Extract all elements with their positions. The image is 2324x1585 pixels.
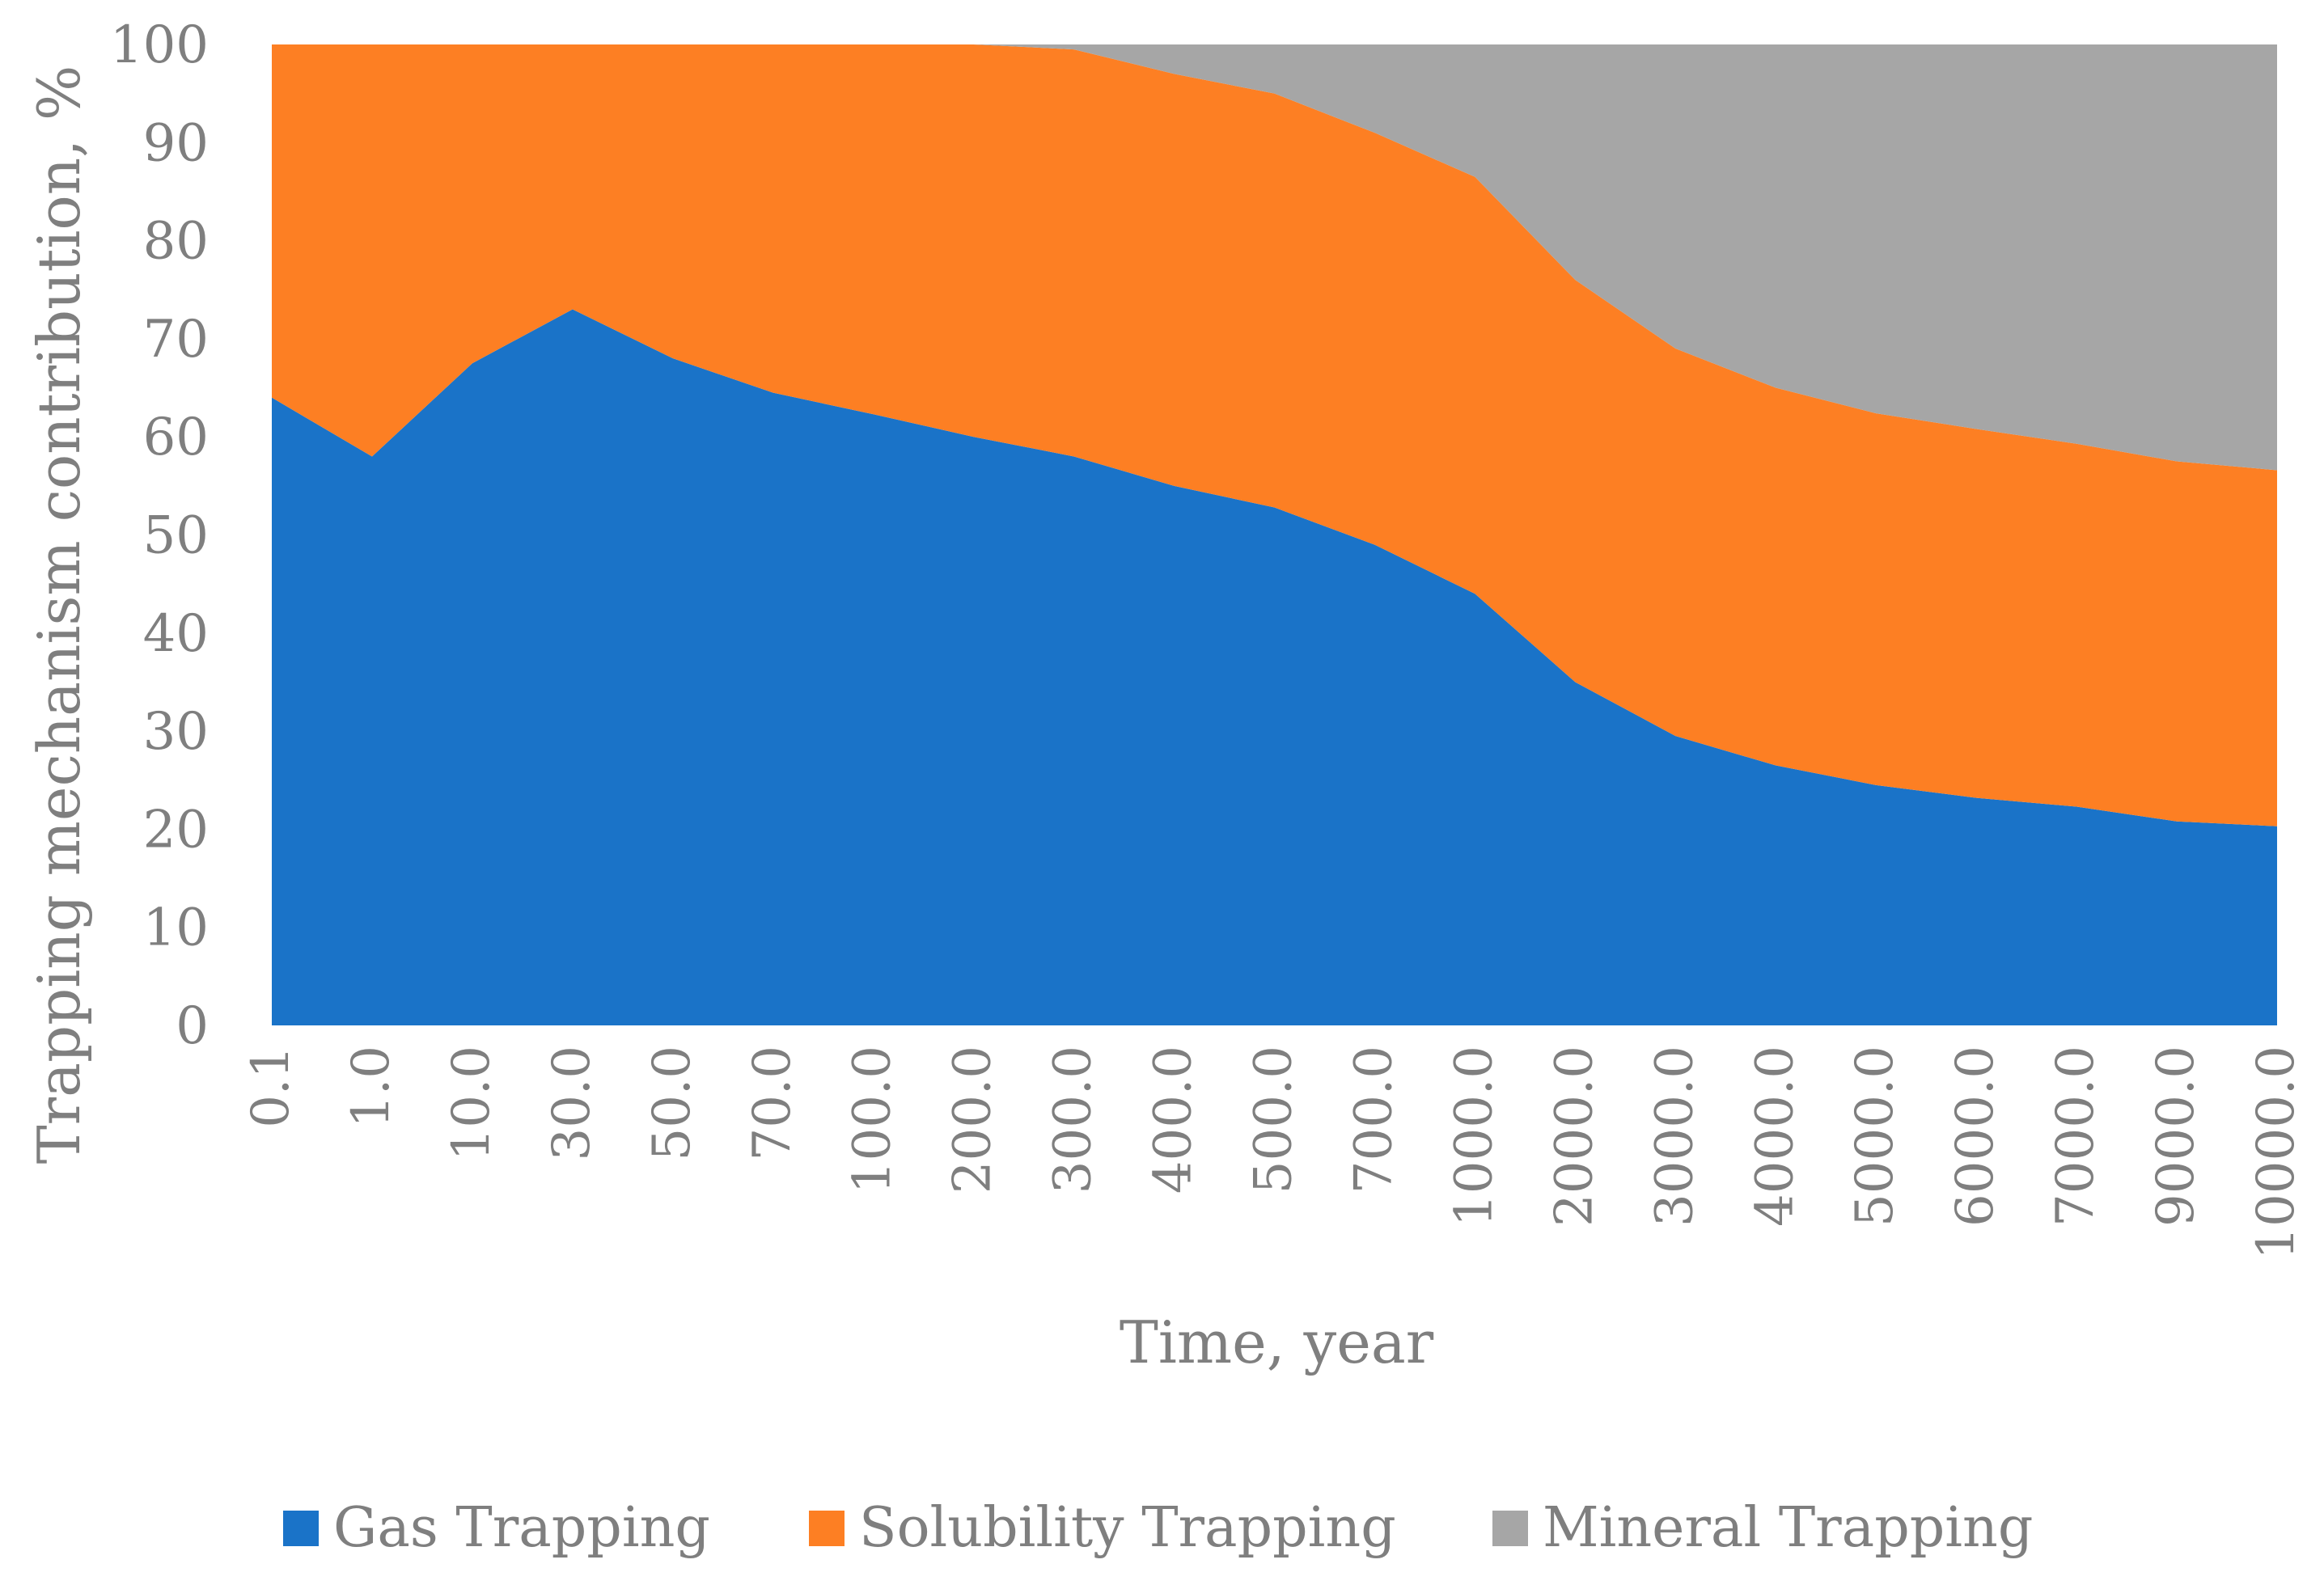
x-tick-label: 10.0 — [442, 1046, 502, 1161]
x-tick-label: 100.0 — [843, 1046, 903, 1194]
legend-swatch — [809, 1511, 845, 1546]
x-tick-label: 50.0 — [642, 1046, 702, 1161]
series-area-gas-trapping — [272, 309, 2277, 1025]
x-tick-label: 7000.0 — [2046, 1046, 2106, 1227]
legend-swatch — [1492, 1511, 1528, 1546]
x-tick-label: 10000.0 — [2246, 1046, 2306, 1260]
y-tick-label: 20 — [143, 800, 209, 860]
x-tick-label: 9000.0 — [2146, 1046, 2206, 1227]
y-tick-label: 0 — [176, 996, 209, 1056]
y-tick-label: 100 — [110, 15, 209, 75]
y-axis-title: Trapping mechanism contribution, % — [25, 66, 93, 1164]
series-area-mineral-trapping — [272, 44, 2277, 471]
x-tick-label: 30.0 — [542, 1046, 602, 1161]
x-tick-label: 3000.0 — [1645, 1046, 1704, 1227]
x-tick-label: 2000.0 — [1544, 1046, 1604, 1227]
x-axis-title: Time, year — [1120, 1308, 1434, 1376]
plot-areas — [272, 44, 2277, 1025]
x-tick-label: 4000.0 — [1745, 1046, 1805, 1227]
x-tick-label: 1.0 — [341, 1046, 401, 1128]
y-tick-label: 80 — [143, 212, 209, 272]
x-tick-label: 70.0 — [743, 1046, 802, 1161]
x-tick-label: 400.0 — [1144, 1046, 1204, 1194]
series-area-solubility-trapping — [272, 44, 2277, 826]
y-tick-label: 90 — [143, 113, 209, 173]
y-tick-label: 10 — [143, 898, 209, 958]
legend-label: Gas Trapping — [333, 1496, 710, 1560]
legend-label: Solubility Trapping — [859, 1496, 1396, 1560]
y-tick-label: 60 — [143, 408, 209, 467]
legend: Gas Trapping Solubility Trapping Mineral T… — [283, 1496, 2033, 1560]
y-axis-ticks: 0 10 20 30 40 50 60 70 80 90 100 — [110, 15, 209, 1056]
x-tick-label: 500.0 — [1244, 1046, 1304, 1194]
x-tick-label: 1000.0 — [1444, 1046, 1504, 1227]
x-tick-label: 6000.0 — [1945, 1046, 2005, 1227]
legend-label: Mineral Trapping — [1543, 1496, 2033, 1560]
x-tick-label: 700.0 — [1344, 1046, 1403, 1194]
y-tick-label: 50 — [143, 506, 209, 566]
x-tick-label: 200.0 — [943, 1046, 1003, 1194]
y-tick-label: 40 — [143, 604, 209, 664]
y-tick-label: 30 — [143, 702, 209, 762]
x-tick-label: 5000.0 — [1845, 1046, 1905, 1227]
y-tick-label: 70 — [143, 310, 209, 370]
x-tick-label: 300.0 — [1043, 1046, 1103, 1194]
x-axis-ticks: 0.1 1.0 10.0 30.0 50.0 70.0 100.0 200.0 300.0 400… — [241, 1046, 2306, 1260]
legend-swatch — [283, 1511, 319, 1546]
x-tick-label: 0.1 — [241, 1046, 301, 1128]
